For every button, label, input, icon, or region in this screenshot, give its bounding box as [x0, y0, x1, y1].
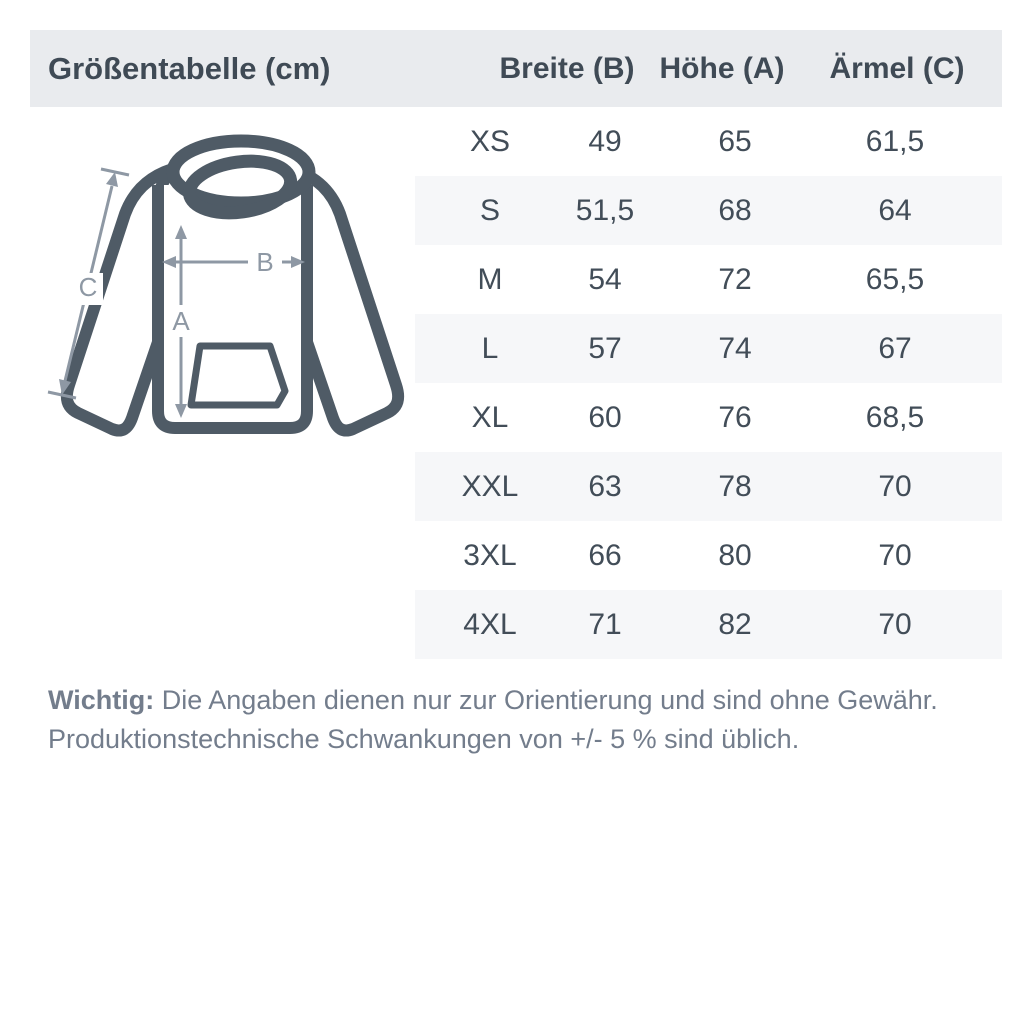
table-row-4xl: 4XL 71 82 70: [415, 590, 1002, 659]
arrowhead-b-right: [291, 256, 305, 268]
disclaimer-line1: Die Angaben dienen nur zur Orientierung …: [161, 685, 938, 715]
width-cell: 49: [588, 124, 622, 158]
sleeve-cell: 67: [878, 331, 912, 365]
table-row-xl: XL 60 76 68,5: [415, 383, 1002, 452]
width-cell: 54: [588, 262, 622, 296]
arrowhead-c-top: [106, 172, 118, 187]
height-cell: 72: [718, 262, 752, 296]
size-cell: 3XL: [463, 538, 517, 572]
disclaimer-text: Wichtig: Die Angaben dienen nur zur Orie…: [48, 681, 958, 759]
width-cell: 57: [588, 331, 622, 365]
arrowhead-a-bottom: [175, 404, 187, 418]
table-header-band: Größentabelle (cm) Breite (B) Höhe (A) Ä…: [30, 30, 1002, 107]
height-cell: 80: [718, 538, 752, 572]
size-cell: 4XL: [463, 607, 517, 641]
table-row-xs: XS 49 65 61,5: [415, 107, 1002, 176]
hood-inner: [182, 154, 298, 220]
label-c-bg: [73, 273, 103, 305]
height-cell: 74: [718, 331, 752, 365]
table-row-3xl: 3XL 66 80 70: [415, 521, 1002, 590]
height-cell: 82: [718, 607, 752, 641]
size-cell: S: [479, 193, 500, 227]
size-cell: M: [477, 262, 503, 296]
arrowhead-b-left: [162, 256, 176, 268]
sleeve-cell: 64: [878, 193, 912, 227]
height-cell: 76: [718, 400, 752, 434]
disclaimer-line2: Produktionstechnische Schwankungen von +…: [48, 724, 800, 754]
column-header-hoehe: Höhe (A): [659, 51, 785, 85]
page-title: Größentabelle (cm): [48, 50, 331, 86]
table-row-l: L 57 74 67: [415, 314, 1002, 383]
height-cell: 65: [718, 124, 752, 158]
size-cell: XL: [471, 400, 509, 434]
size-table: XS 49 65 61,5 S 51,5 68 64 M 54 72 65,5 …: [415, 107, 1002, 659]
column-header-breite: Breite (B): [499, 51, 635, 85]
hood-outer: [166, 134, 316, 210]
size-cell: XS: [469, 124, 511, 158]
width-cell: 63: [588, 469, 622, 503]
table-row-xxl: XXL 63 78 70: [415, 452, 1002, 521]
table-row-s: S 51,5 68 64: [415, 176, 1002, 245]
size-chart-page: Größentabelle (cm) Breite (B) Höhe (A) Ä…: [0, 30, 1024, 759]
sleeve-cell: 68,5: [865, 400, 925, 434]
content-area: A B C XS 49 65: [0, 107, 1024, 659]
size-cell: L: [481, 331, 499, 365]
hoodie-left-sleeve: [60, 161, 186, 437]
arrowhead-c-bottom: [59, 379, 71, 395]
sleeve-cell: 70: [878, 538, 912, 572]
size-cell: XXL: [461, 469, 519, 503]
sleeve-cell: 70: [878, 469, 912, 503]
arrowhead-a-top: [175, 225, 187, 239]
height-cell: 78: [718, 469, 752, 503]
label-a: A: [172, 306, 190, 336]
hoodie-measurement-diagram: A B C: [47, 134, 405, 437]
width-cell: 60: [588, 400, 622, 434]
hoodie-pocket: [187, 342, 289, 409]
sleeve-cell: 65,5: [865, 262, 925, 296]
column-header-aermel: Ärmel (C): [829, 51, 965, 85]
label-b: B: [256, 247, 273, 277]
height-cell: 68: [718, 193, 752, 227]
sleeve-cell: 61,5: [865, 124, 925, 158]
disclaimer-bold-label: Wichtig:: [48, 685, 155, 715]
table-row-m: M 54 72 65,5: [415, 245, 1002, 314]
width-cell: 71: [588, 607, 622, 641]
label-c: C: [79, 272, 98, 302]
sleeve-cell: 70: [878, 607, 912, 641]
width-cell: 66: [588, 538, 622, 572]
hoodie-right-sleeve: [279, 161, 405, 437]
width-cell: 51,5: [575, 193, 635, 227]
